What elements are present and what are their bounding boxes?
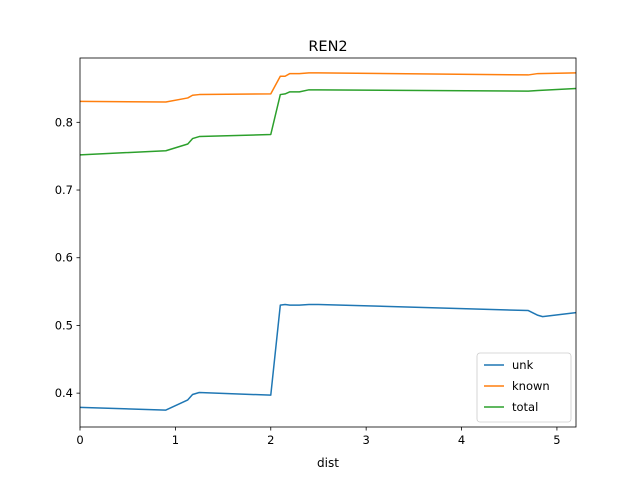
x-tick-label: 2 bbox=[267, 433, 274, 447]
plot-area: 0 1 2 3 4 5 0.4 0.5 0.6 0.7 0.8 bbox=[55, 57, 577, 447]
y-tick-label: 0.6 bbox=[55, 251, 73, 265]
y-tick-label: 0.5 bbox=[55, 318, 73, 332]
x-tick-label: 1 bbox=[172, 433, 179, 447]
x-axis-label: dist bbox=[317, 456, 339, 470]
series-line-total bbox=[80, 87, 576, 156]
x-tick-label: 4 bbox=[458, 433, 465, 447]
y-tick-label: 0.8 bbox=[55, 115, 73, 129]
x-tick-label: 3 bbox=[362, 433, 369, 447]
legend-label-known: known bbox=[512, 379, 550, 393]
chart-title: REN2 bbox=[308, 39, 347, 55]
legend: unk known total bbox=[476, 352, 572, 423]
legend-box bbox=[476, 352, 572, 423]
y-tick-label: 0.4 bbox=[55, 386, 73, 400]
y-tick-label: 0.7 bbox=[55, 183, 73, 197]
series-line-known bbox=[80, 72, 576, 103]
series-line-unk bbox=[80, 303, 576, 411]
x-tick-label: 0 bbox=[76, 433, 83, 447]
legend-label-unk: unk bbox=[512, 358, 534, 372]
legend-label-total: total bbox=[512, 400, 538, 414]
x-tick-label: 5 bbox=[553, 433, 560, 447]
axes-frame bbox=[79, 57, 577, 428]
